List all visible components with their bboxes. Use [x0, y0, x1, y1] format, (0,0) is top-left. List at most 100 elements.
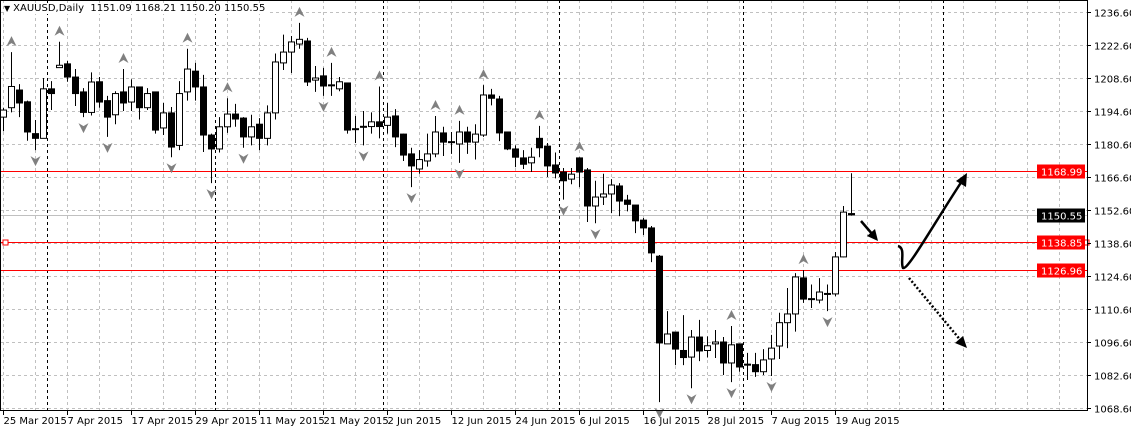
candle-bull	[456, 131, 463, 145]
price-labels: 1168.99 1138.85 1126.96 1150.55	[1037, 164, 1085, 278]
candle-bear	[80, 91, 87, 113]
level-price-label: 1138.85	[1041, 239, 1082, 250]
horizontal-levels[interactable]	[0, 171, 1090, 271]
time-tick-label: 6 Jul 2015	[580, 416, 630, 427]
candle-bull	[416, 159, 423, 170]
candle-bear	[48, 88, 55, 95]
time-tick-label: 16 Jul 2015	[644, 416, 701, 427]
candle-bear	[192, 70, 199, 88]
candle-bear	[200, 86, 207, 136]
candle-bear	[376, 121, 383, 128]
fractal-up-icon	[798, 254, 809, 265]
candle-bear	[672, 331, 679, 350]
candle-bull	[176, 93, 183, 146]
candle-bull	[424, 153, 431, 162]
fractal-up-icon	[6, 36, 17, 47]
candle-bull	[296, 38, 303, 45]
candle-bear	[496, 98, 503, 134]
candle-bear	[64, 63, 71, 78]
price-tick-label: 1152.60	[1094, 207, 1131, 218]
time-tick-label: 25 Mar 2015	[4, 416, 67, 427]
time-tick-label: 17 Apr 2015	[132, 416, 194, 427]
candle-bear	[304, 40, 311, 83]
level-price-label: 1168.99	[1041, 168, 1082, 179]
time-tick-label: 21 May 2015	[324, 416, 389, 427]
candle-bull	[472, 133, 479, 143]
candle-bull	[280, 51, 287, 64]
candle-bear	[848, 213, 855, 216]
candle-bear	[616, 185, 623, 202]
candle-bear	[16, 89, 23, 104]
fractal-up-icon	[726, 309, 737, 320]
arrow-dotted-down[interactable]	[908, 277, 967, 348]
candle-bear	[648, 227, 655, 254]
fractals	[6, 6, 833, 419]
fractal-down-icon	[318, 101, 329, 112]
fractal-down-icon	[726, 388, 737, 399]
candle-bear	[504, 131, 511, 150]
price-tick-label: 1138.60	[1094, 240, 1131, 251]
candle-bull	[352, 128, 359, 131]
price-tick-label: 1208.60	[1094, 75, 1131, 86]
candle-bull	[368, 121, 375, 128]
candle-bear	[800, 277, 807, 300]
bid-price-badge	[1037, 208, 1085, 223]
candle-bull	[288, 41, 295, 53]
price-tick-label: 1180.60	[1094, 141, 1131, 152]
price-tick-label: 1068.60	[1094, 405, 1131, 416]
candle-bear	[168, 112, 175, 148]
candle-bull	[480, 94, 487, 136]
candle-bear	[240, 117, 247, 138]
candle-bull	[768, 347, 775, 360]
candle-bear	[520, 157, 527, 165]
fractal-up-icon	[294, 6, 305, 17]
fractal-up-icon	[534, 109, 545, 120]
candle-bull	[264, 112, 271, 139]
time-tick-label: 28 Jul 2015	[708, 416, 765, 427]
candle-bull	[728, 344, 735, 364]
fractal-up-icon	[374, 70, 385, 81]
chart-header: ▼ XAUUSD,Daily 1151.09 1168.21 1150.20 11…	[4, 3, 269, 14]
fractal-down-icon	[30, 156, 41, 167]
arrow-curve-up[interactable]	[897, 173, 967, 270]
candle-bull	[328, 84, 335, 87]
candle-bull	[56, 64, 63, 69]
price-axis[interactable]: 1236.60 1222.60 1208.60 1194.60 1180.60 1166.…	[1087, 9, 1131, 416]
time-axis[interactable]: 25 Mar 2015 7 Apr 2015 17 Apr 2015 29 Apr 2…	[3, 410, 900, 427]
candle-bull	[568, 173, 575, 180]
candle-bear	[208, 134, 215, 150]
level-handle	[2, 239, 9, 246]
level-price-badge	[1037, 235, 1085, 250]
drawn-arrows[interactable]	[860, 173, 967, 348]
month-separators	[47, 0, 944, 410]
fractal-down-icon	[686, 394, 697, 405]
fractal-down-icon	[358, 151, 369, 162]
candle-bull	[312, 77, 319, 81]
candle-bull	[360, 125, 367, 128]
price-tick-label: 1110.60	[1094, 306, 1131, 317]
candle-bull	[600, 193, 607, 198]
candle-bull	[272, 61, 279, 114]
fractal-down-icon	[238, 153, 249, 164]
fractal-down-icon	[78, 123, 89, 134]
fractal-down-icon	[454, 168, 465, 179]
candle-bear	[696, 336, 703, 352]
fractal-down-icon	[590, 229, 601, 240]
candle-bull	[224, 113, 231, 128]
level-price-badge	[1037, 263, 1085, 278]
candle-bear	[536, 137, 543, 149]
candle-bear	[400, 133, 407, 156]
price-tick-label: 1236.60	[1094, 9, 1131, 20]
triangle-down-icon[interactable]: ▼	[4, 4, 11, 13]
fractal-up-icon	[574, 141, 585, 152]
candle-bull	[712, 341, 719, 345]
candle-bear	[136, 86, 143, 109]
arrow-down-short[interactable]	[860, 220, 878, 241]
level-price-badge	[1037, 164, 1085, 179]
candle-bear	[720, 341, 727, 364]
candle-bear	[624, 199, 631, 205]
candle-bull	[448, 141, 455, 144]
candle-bull	[336, 81, 343, 90]
time-tick-label: 29 Apr 2015	[196, 416, 258, 427]
